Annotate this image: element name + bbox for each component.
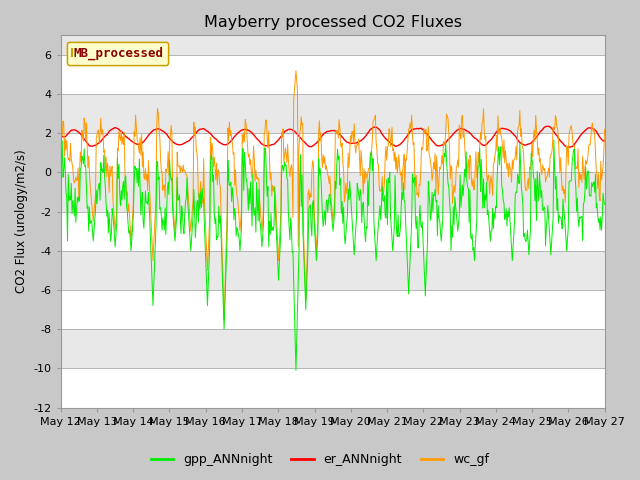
gpp_ANNnight [415,216,423,221]
Bar [61,251,605,290]
Bar [61,368,605,408]
Line: er_ANNnight: er_ANNnight [61,126,605,147]
er_ANNnight [415,126,422,132]
Bar [61,329,605,368]
gpp_ANNnight [57,201,65,206]
Bar [61,212,605,251]
wc_gf [220,316,228,322]
wc_gf [400,152,408,157]
er_ANNnight [545,123,552,129]
wc_gf [207,134,214,140]
wc_gf [292,68,300,73]
er_ANNnight [601,138,609,144]
Title: Mayberry processed CO2 Fluxes: Mayberry processed CO2 Fluxes [204,15,461,30]
wc_gf [123,193,131,199]
wc_gf [601,127,609,132]
Line: wc_gf: wc_gf [61,71,605,319]
Bar [61,290,605,329]
er_ANNnight [399,139,406,145]
er_ANNnight [207,131,214,136]
Bar [61,172,605,212]
Legend: MB_processed: MB_processed [67,42,168,65]
gpp_ANNnight [123,204,131,209]
Bar [61,133,605,172]
gpp_ANNnight [601,202,609,207]
er_ANNnight [123,134,131,140]
er_ANNnight [564,144,572,150]
gpp_ANNnight [67,197,74,203]
Bar [61,94,605,133]
er_ANNnight [57,134,65,140]
gpp_ANNnight [550,137,557,143]
Legend: gpp_ANNnight, er_ANNnight, wc_gf: gpp_ANNnight, er_ANNnight, wc_gf [145,448,495,471]
Line: gpp_ANNnight: gpp_ANNnight [61,140,605,371]
gpp_ANNnight [399,180,407,186]
wc_gf [67,141,74,146]
wc_gf [416,182,424,188]
er_ANNnight [178,142,186,147]
wc_gf [178,167,186,173]
gpp_ANNnight [178,203,186,209]
Bar [61,55,605,94]
er_ANNnight [67,128,74,134]
gpp_ANNnight [292,368,300,373]
Y-axis label: CO2 Flux (urology/m2/s): CO2 Flux (urology/m2/s) [15,150,28,293]
gpp_ANNnight [207,160,214,166]
wc_gf [57,163,65,168]
